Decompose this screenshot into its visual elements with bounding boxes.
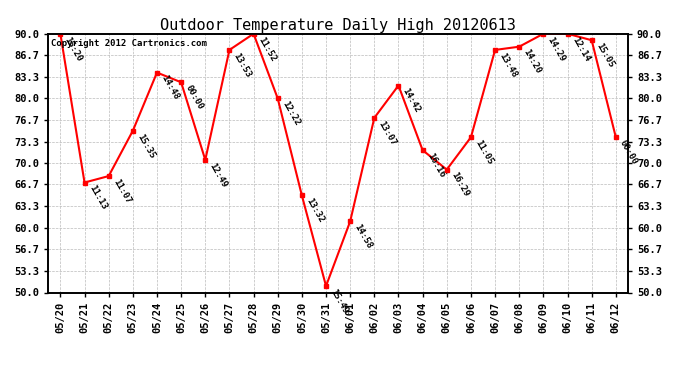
Text: 13:48: 13:48 [497, 51, 519, 79]
Text: 14:48: 14:48 [159, 74, 181, 102]
Title: Outdoor Temperature Daily High 20120613: Outdoor Temperature Daily High 20120613 [160, 18, 516, 33]
Text: 14:58: 14:58 [353, 223, 374, 251]
Text: 11:13: 11:13 [87, 184, 108, 211]
Text: 15:35: 15:35 [135, 132, 157, 160]
Text: 11:52: 11:52 [256, 35, 277, 63]
Text: Copyright 2012 Cartronics.com: Copyright 2012 Cartronics.com [51, 39, 207, 48]
Text: 15:20: 15:20 [63, 35, 84, 63]
Text: 13:32: 13:32 [304, 197, 326, 225]
Text: 12:14: 12:14 [570, 35, 591, 63]
Text: 11:07: 11:07 [111, 177, 132, 205]
Text: 12:49: 12:49 [208, 161, 229, 189]
Text: 13:07: 13:07 [377, 119, 398, 147]
Text: 15:49: 15:49 [328, 287, 350, 315]
Text: 14:20: 14:20 [522, 48, 543, 76]
Text: 15:05: 15:05 [594, 42, 615, 69]
Text: 11:05: 11:05 [473, 138, 495, 166]
Text: 12:22: 12:22 [280, 100, 302, 128]
Text: 14:29: 14:29 [546, 35, 567, 63]
Text: 16:16: 16:16 [425, 152, 446, 179]
Text: 16:29: 16:29 [449, 171, 471, 199]
Text: 00:00: 00:00 [184, 84, 205, 111]
Text: 13:53: 13:53 [232, 51, 253, 79]
Text: 00:00: 00:00 [618, 138, 640, 166]
Text: 14:42: 14:42 [401, 87, 422, 115]
